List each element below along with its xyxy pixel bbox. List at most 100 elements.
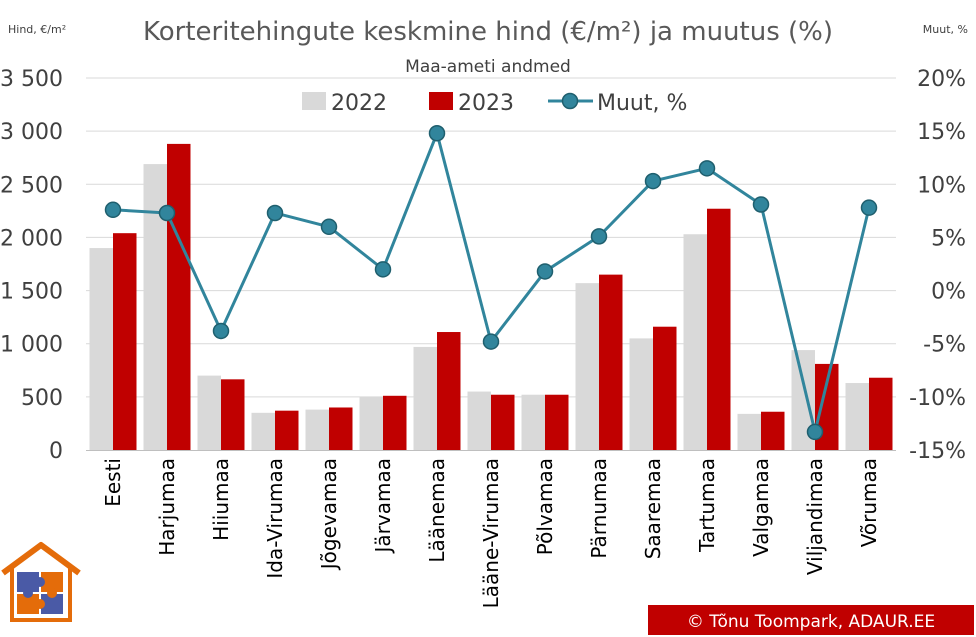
change-point bbox=[158, 204, 176, 222]
bar-2023 bbox=[545, 394, 569, 450]
category-label: Saaremaa bbox=[641, 458, 665, 559]
category-label: Võrumaa bbox=[857, 458, 881, 547]
logo-house-wall-icon bbox=[10, 566, 72, 622]
change-point bbox=[860, 199, 878, 216]
bar-2022 bbox=[521, 394, 545, 450]
bar-2022 bbox=[467, 391, 491, 450]
category-label: Pärnumaa bbox=[587, 458, 611, 559]
bar-2022 bbox=[683, 234, 707, 450]
bar-2023 bbox=[869, 377, 893, 450]
change-point bbox=[806, 423, 824, 441]
right-axis-unit-label: Muut, % bbox=[923, 23, 968, 36]
category-label: Läänemaa bbox=[425, 458, 449, 563]
right-axis-tick-label: 0% bbox=[931, 280, 966, 305]
right-axis-tick-label: -5% bbox=[923, 333, 966, 358]
bar-2022 bbox=[305, 409, 329, 450]
left-axis-tick-label: 3 000 bbox=[0, 120, 63, 145]
change-point bbox=[482, 333, 500, 350]
bar-2023 bbox=[653, 326, 677, 450]
right-axis-tick-label: -15% bbox=[909, 439, 966, 464]
bar-2023 bbox=[329, 407, 353, 450]
logo-puzzle-knob-icon bbox=[35, 599, 45, 609]
right-axis-tick-label: -10% bbox=[909, 386, 966, 411]
change-point bbox=[752, 196, 770, 213]
change-point bbox=[428, 125, 446, 142]
right-axis-tick-label: 10% bbox=[917, 173, 966, 198]
logo-roof-icon bbox=[1, 542, 81, 576]
change-point bbox=[266, 204, 284, 222]
bar-2023 bbox=[113, 233, 137, 450]
bar-2022 bbox=[143, 164, 167, 450]
bar-2022 bbox=[359, 396, 383, 450]
logo bbox=[1, 542, 81, 622]
left-axis-tick-label: 1 500 bbox=[0, 280, 63, 305]
left-axis-unit-label: Hind, €/m² bbox=[8, 23, 66, 36]
bar-2023 bbox=[167, 143, 191, 450]
category-label: Eesti bbox=[101, 458, 125, 507]
bars bbox=[89, 143, 893, 450]
legend-label-muut: Muut, % bbox=[597, 91, 687, 116]
bar-2023 bbox=[275, 410, 299, 450]
gridlines bbox=[86, 77, 896, 398]
category-label: Lääne-Virumaa bbox=[479, 458, 503, 608]
bar-2023 bbox=[707, 208, 731, 450]
right-axis-tick-label: 20% bbox=[917, 67, 966, 92]
change-point bbox=[320, 218, 338, 236]
bar-2022 bbox=[791, 350, 815, 450]
category-label: Hiiumaa bbox=[209, 458, 233, 541]
bar-2022 bbox=[737, 413, 761, 450]
change-point bbox=[644, 172, 662, 190]
category-label: Ida-Virumaa bbox=[263, 458, 287, 579]
logo-puzzle-piece-icon bbox=[17, 594, 39, 614]
change-point bbox=[212, 322, 230, 340]
change-point bbox=[104, 201, 122, 219]
legend: 2022 2023 Muut, % bbox=[302, 91, 687, 116]
legend-marker-muut bbox=[561, 92, 579, 110]
bar-2023 bbox=[599, 274, 623, 450]
change-line-series bbox=[104, 125, 878, 441]
chart-subtitle: Maa-ameti andmed bbox=[405, 57, 571, 77]
bar-2022 bbox=[575, 283, 599, 450]
left-axis-tick-label: 2 500 bbox=[0, 173, 63, 198]
change-point bbox=[590, 228, 608, 245]
category-label: Harjumaa bbox=[155, 458, 179, 556]
change-point bbox=[374, 261, 392, 278]
right-axis-ticks: -15% -10% -5% 0% 5% 10% 15% 20% bbox=[909, 67, 966, 464]
bar-2022 bbox=[413, 346, 437, 450]
category-label: Tartumaa bbox=[695, 458, 719, 553]
bar-2023 bbox=[761, 411, 785, 450]
change-point bbox=[698, 160, 716, 177]
bar-2023 bbox=[383, 395, 407, 450]
legend-label-2023: 2023 bbox=[458, 91, 514, 116]
category-labels: Eesti Harjumaa Hiiumaa Ida-Virumaa Jõgevamaa… bbox=[101, 458, 881, 608]
right-axis-tick-label: 15% bbox=[917, 120, 966, 145]
bar-2022 bbox=[197, 375, 221, 450]
left-axis-tick-label: 500 bbox=[21, 386, 63, 411]
left-axis-tick-label: 2 000 bbox=[0, 226, 63, 251]
bar-2022 bbox=[251, 412, 275, 450]
logo-puzzle-knob-icon bbox=[23, 588, 33, 598]
bar-2023 bbox=[491, 394, 515, 450]
credit-banner bbox=[648, 605, 974, 635]
left-axis-tick-label: 1 000 bbox=[0, 333, 63, 358]
legend-swatch-2023 bbox=[429, 92, 453, 110]
logo-puzzle-piece-icon bbox=[17, 572, 39, 592]
left-axis-tick-label: 3 500 bbox=[0, 67, 63, 92]
bar-2022 bbox=[89, 248, 113, 450]
legend-label-2022: 2022 bbox=[331, 91, 387, 116]
category-label: Järvamaa bbox=[371, 458, 395, 554]
logo-puzzle-piece-icon bbox=[41, 594, 63, 614]
chart-title: Korteritehingute keskmine hind (€/m²) ja… bbox=[143, 17, 833, 47]
legend-swatch-2022 bbox=[302, 92, 326, 110]
bar-2023 bbox=[437, 332, 461, 450]
category-label: Põlvamaa bbox=[533, 458, 557, 555]
change-point bbox=[536, 263, 554, 280]
bar-2022 bbox=[629, 338, 653, 450]
logo-puzzle-knob-icon bbox=[35, 577, 45, 587]
category-label: Viljandimaa bbox=[803, 458, 827, 575]
credit-text: © Tõnu Toompark, ADAUR.EE bbox=[687, 612, 935, 632]
bar-2022 bbox=[845, 383, 869, 450]
left-axis-ticks: 0 500 1 000 1 500 2 000 2 500 3 000 3 500 bbox=[0, 67, 63, 464]
category-label: Valgamaa bbox=[749, 458, 773, 557]
